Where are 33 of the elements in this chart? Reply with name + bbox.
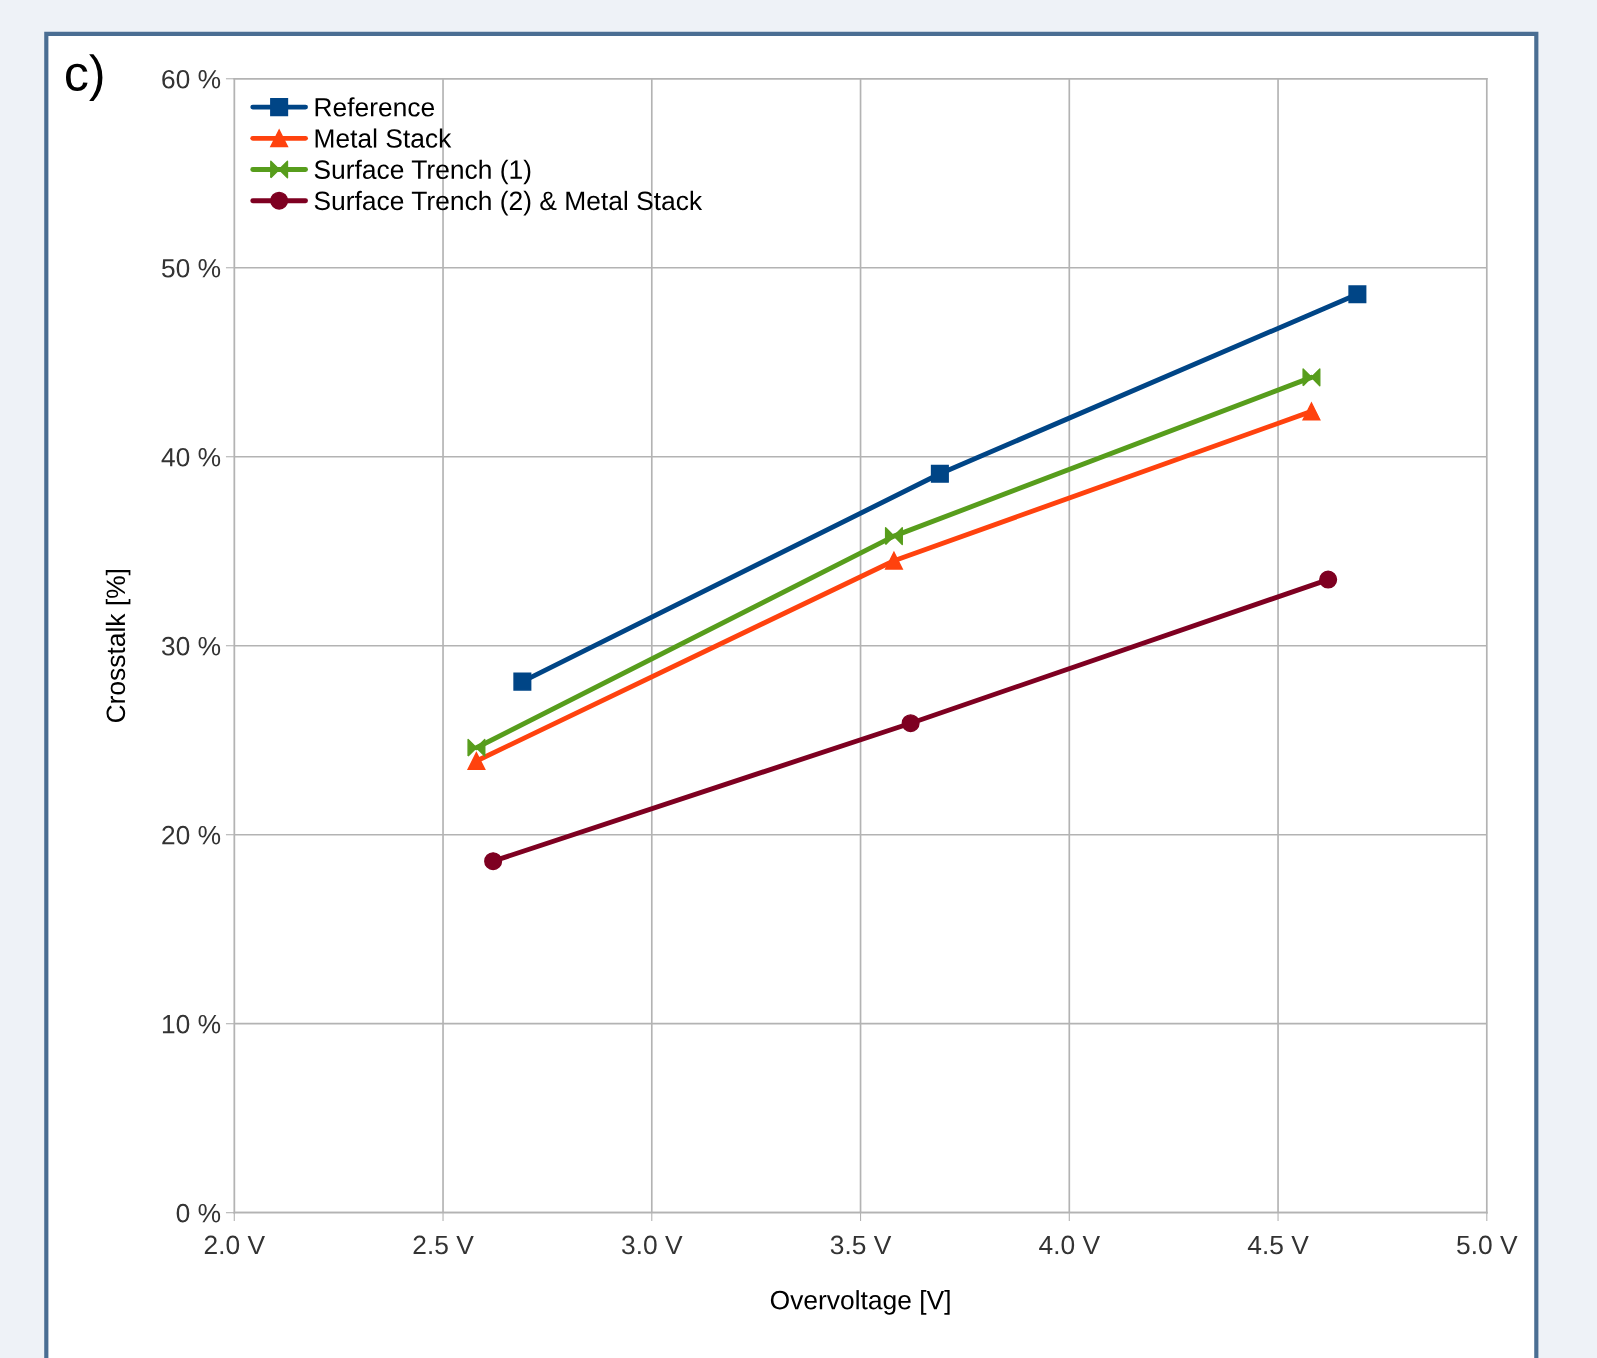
point (467, 738, 486, 757)
x-tick-label: 3.0 V (621, 1235, 683, 1255)
point (1319, 570, 1338, 589)
y-tick-label: 30 % (161, 636, 221, 656)
point (930, 464, 949, 483)
legend-label: Metal Stack (315, 128, 452, 148)
y-axis-title: Crosstalk [%] (105, 569, 131, 723)
x-axis-title: Overvoltage [V] (770, 1290, 950, 1315)
y-tick-label: 40 % (161, 447, 221, 467)
y-tick-label: 60 % (162, 69, 221, 89)
y-tick-label: 10 % (162, 1014, 221, 1034)
x-tick-label: 2.0 V (204, 1235, 265, 1255)
x-tick-label: 3.5 V (830, 1235, 892, 1255)
x-tick-label: 2.5 V (413, 1235, 474, 1255)
x-tick-label: 4.5 V (1247, 1235, 1309, 1255)
point (884, 527, 903, 546)
y-tick-label: 20 % (162, 825, 221, 845)
legend-label: Surface Trench (2) & Metal Stack (314, 190, 703, 216)
legend-label: Reference (315, 97, 435, 117)
point (901, 714, 920, 733)
point (1302, 368, 1321, 387)
point (467, 751, 486, 771)
y-tick-label: 0 % (176, 1203, 221, 1223)
point (884, 551, 903, 570)
y-tick-label: 50 % (161, 258, 221, 278)
text: c) (66, 54, 103, 101)
point (513, 672, 532, 691)
point (1348, 285, 1367, 304)
point (1302, 402, 1321, 421)
x-tick-label: 5.0 V (1457, 1235, 1518, 1255)
legend-label: Surface Trench (1) (314, 159, 531, 185)
x-tick-label: 4.0 V (1039, 1235, 1100, 1255)
point (484, 852, 503, 871)
